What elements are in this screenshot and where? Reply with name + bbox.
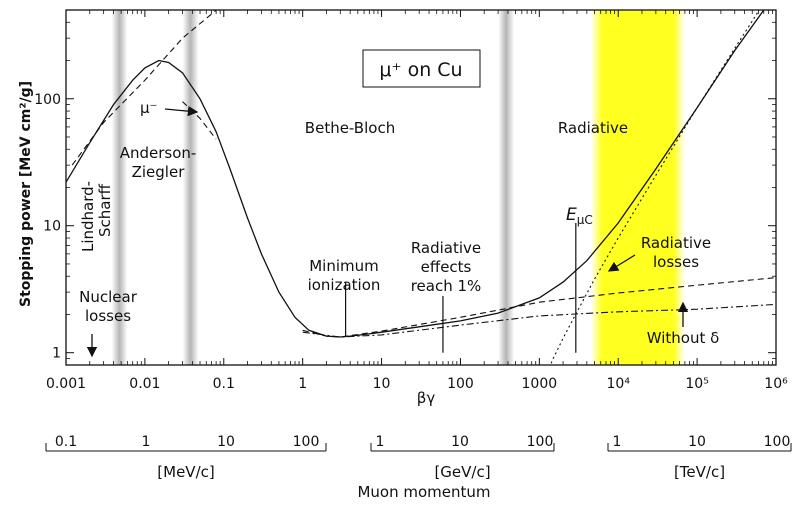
momentum-unit-0: [MeV/c]: [157, 463, 214, 481]
momentum-tick-label-1-2: 100: [527, 434, 554, 450]
title-box: [362, 49, 481, 88]
curves: [66, 10, 776, 365]
e-mu-c-label: EμC: [566, 205, 593, 227]
marker-lines: [344, 223, 577, 353]
series-solid-0: [66, 10, 765, 338]
e-mu-c-main: E: [566, 205, 577, 225]
shaded-bands: [111, 10, 685, 365]
x-tick-label-3: 1: [298, 376, 307, 392]
rad-losses-arrow: [607, 254, 636, 272]
momentum-unit-1: [GeV/c]: [434, 463, 490, 481]
band-3: [590, 10, 685, 365]
momentum-tick-label-2-1: 10: [688, 434, 706, 450]
momentum-tick-label-1-1: 10: [451, 434, 469, 450]
without-delta-label: Without δ: [647, 329, 720, 347]
rad-losses-label-1: Radiative: [641, 234, 711, 252]
y-axis-ticks: 1 10 100: [34, 9, 776, 366]
x-tick-label-4: 10: [373, 376, 391, 392]
min-ion-label-1: Minimum: [309, 257, 379, 275]
x-tick-label-0: 0.001: [46, 376, 86, 392]
radiative-region-label: Radiative: [558, 119, 628, 137]
momentum-tick-label-2-0: 1: [613, 434, 622, 450]
band-2: [498, 10, 515, 365]
y-axis-label: Stopping power [MeV cm²/g]: [18, 81, 34, 307]
lindhard-label-1: Lindhard-: [79, 181, 97, 252]
x-tick-label-5: 100: [447, 376, 474, 392]
x-tick-label-9: 10⁶: [764, 376, 788, 392]
series-dashed-2: [182, 101, 217, 140]
y-tick-label-2: 100: [34, 92, 61, 108]
x-tick-label-6: 1000: [522, 376, 558, 392]
momentum-tick-label-0-0: 0.1: [55, 434, 77, 450]
series-dashed-1: [71, 10, 218, 166]
momentum-tick-label-0-2: 10: [217, 434, 235, 450]
nuclear-label-2: losses: [85, 307, 131, 325]
band-0: [111, 10, 128, 365]
anderson-label-2: Ziegler: [132, 163, 186, 181]
x-axis-label: βγ: [417, 389, 436, 407]
x-tick-label-7: 10⁴: [607, 376, 631, 392]
mu-minus-label: μ⁻: [140, 99, 157, 117]
lindhard-label-2: Scharff: [96, 183, 114, 237]
rad-losses-label-2: losses: [653, 253, 699, 271]
chart-title: μ⁺ on Cu: [379, 59, 462, 81]
momentum-scales: 0.1 1 10 100 [MeV/c] 1 10 100 [GeV/c] 1 10 100 [TeV/…: [45, 434, 792, 481]
x-axis-ticks: 0.001 0.01 0.1 1 10 100 1000 10⁴ 10⁵ 10⁶: [46, 10, 788, 392]
mu-minus-arrow: [164, 105, 199, 117]
series-dotted-5: [549, 10, 761, 365]
rad-effects-label-2: effects: [421, 258, 472, 276]
y-tick-label-0: 1: [52, 346, 61, 362]
min-ion-label-2: ionization: [308, 276, 381, 294]
band-1: [182, 10, 199, 365]
y-tick-label-1: 10: [43, 219, 61, 235]
x-tick-label-1: 0.01: [129, 376, 160, 392]
momentum-tick-label-1-0: 1: [376, 434, 385, 450]
rad-effects-label-1: Radiative: [411, 239, 481, 257]
series-dashdot-4: [302, 303, 776, 338]
momentum-title: Muon momentum: [357, 483, 490, 501]
bethe-bloch-label: Bethe-Bloch: [305, 119, 395, 137]
e-mu-c-sub: μC: [577, 213, 593, 227]
anderson-label-1: Anderson-: [120, 144, 197, 162]
momentum-unit-2: [TeV/c]: [674, 463, 725, 481]
x-tick-label-2: 0.1: [213, 376, 235, 392]
x-tick-label-8: 10⁵: [685, 376, 708, 392]
rad-effects-label-3: reach 1%: [411, 277, 482, 295]
momentum-tick-label-0-1: 1: [142, 434, 151, 450]
momentum-tick-label-2-2: 100: [764, 434, 791, 450]
nuclear-label-1: Nuclear: [79, 288, 138, 306]
series-dashed-3: [302, 277, 776, 338]
momentum-tick-label-0-3: 100: [293, 434, 320, 450]
